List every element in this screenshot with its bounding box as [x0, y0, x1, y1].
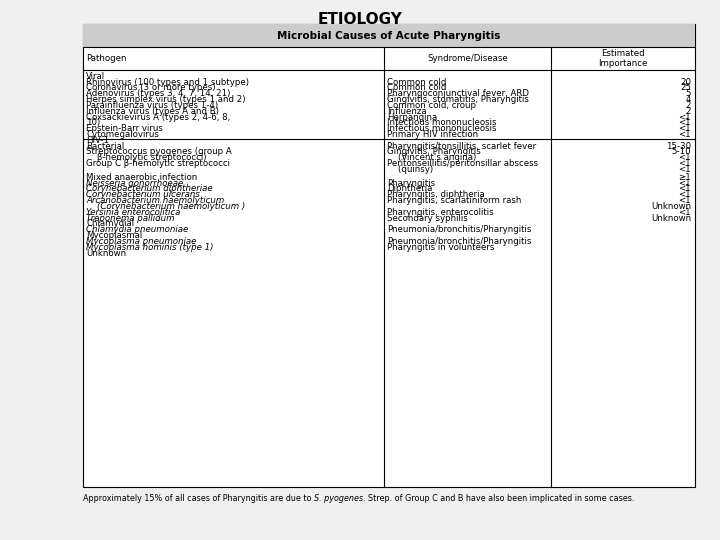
Text: 15-30: 15-30 — [666, 141, 691, 151]
Text: <1: <1 — [678, 185, 691, 193]
Text: 5: 5 — [685, 89, 691, 98]
Text: Coronavirus (3 or more types): Coronavirus (3 or more types) — [86, 84, 216, 92]
Text: Mycoplasma hominis (type 1): Mycoplasma hominis (type 1) — [86, 243, 214, 252]
Text: 2: 2 — [685, 107, 691, 116]
Text: Microbial Causes of Acute Pharyngitis: Microbial Causes of Acute Pharyngitis — [277, 31, 500, 40]
Text: Epstein-Barr virus: Epstein-Barr virus — [86, 124, 163, 133]
Text: Coxsackievirus A (types 2, 4-6, 8,: Coxsackievirus A (types 2, 4-6, 8, — [86, 113, 230, 122]
Text: <1: <1 — [678, 118, 691, 127]
Text: Unknown: Unknown — [651, 202, 691, 211]
Text: Influenza: Influenza — [387, 107, 427, 116]
Text: Primary HIV infection: Primary HIV infection — [387, 130, 479, 139]
Text: Cytomegalovirus: Cytomegalovirus — [86, 130, 159, 139]
Text: (quinsy): (quinsy) — [387, 165, 433, 174]
Text: Pharyngoconjunctival fever, ARD: Pharyngoconjunctival fever, ARD — [387, 89, 529, 98]
Text: Pneumonia/bronchitis/Pharyngitis: Pneumonia/bronchitis/Pharyngitis — [387, 237, 532, 246]
Text: Approximately 15% of all cases of Pharyngitis are due to: Approximately 15% of all cases of Pharyn… — [83, 494, 314, 503]
Text: Pharyngitis, scarlatiniform rash: Pharyngitis, scarlatiniform rash — [387, 196, 522, 205]
Text: Yersinia enterocolitica: Yersinia enterocolitica — [86, 208, 181, 217]
Text: 4: 4 — [685, 95, 691, 104]
Text: Estimated
Importance: Estimated Importance — [598, 49, 647, 68]
Text: Peritonseillitis/peritonsillar abscess: Peritonseillitis/peritonsillar abscess — [387, 159, 539, 168]
Text: Chlamydia pneumoniae: Chlamydia pneumoniae — [86, 225, 189, 234]
Text: <1: <1 — [678, 153, 691, 163]
Text: Corynebacterium diphtheriae: Corynebacterium diphtheriae — [86, 185, 213, 193]
Text: Diphtheria: Diphtheria — [387, 185, 433, 193]
Text: Gingivitis, Pharyngitis: Gingivitis, Pharyngitis — [387, 147, 481, 157]
Text: Mixed anaerobic infection: Mixed anaerobic infection — [86, 173, 198, 182]
Text: <1: <1 — [678, 124, 691, 133]
Text: Pharyngitis/tonsillitis, scarlet fever: Pharyngitis/tonsillitis, scarlet fever — [387, 141, 536, 151]
Text: Common cold: Common cold — [387, 84, 446, 92]
Text: Viral: Viral — [86, 72, 106, 81]
Text: <1: <1 — [678, 208, 691, 217]
Text: Infectious mononucleosis: Infectious mononucleosis — [387, 118, 497, 127]
Text: Secondary syphilis: Secondary syphilis — [387, 214, 468, 222]
Text: Infectious mononucleosis: Infectious mononucleosis — [387, 124, 497, 133]
Text: 20: 20 — [680, 78, 691, 86]
Text: 2: 2 — [685, 101, 691, 110]
Text: 25: 25 — [680, 84, 691, 92]
Text: Pathogen: Pathogen — [86, 54, 127, 63]
Text: ≥1: ≥1 — [678, 173, 691, 182]
Text: Gingivitis, stomatitis, Pharyngitis: Gingivitis, stomatitis, Pharyngitis — [387, 95, 529, 104]
Text: 10): 10) — [86, 118, 101, 127]
Text: Parainfluenza virus (types 1-4): Parainfluenza virus (types 1-4) — [86, 101, 219, 110]
Text: Herpes simplex virus (types 1 and 2): Herpes simplex virus (types 1 and 2) — [86, 95, 246, 104]
Text: Treponema pallidum: Treponema pallidum — [86, 214, 175, 222]
Text: Rhinovirus (100 types and 1 subtype): Rhinovirus (100 types and 1 subtype) — [86, 78, 249, 86]
Text: Neisseria gonorrhoeae: Neisseria gonorrhoeae — [86, 179, 184, 188]
Text: <1: <1 — [678, 113, 691, 122]
Text: S. pyogenes: S. pyogenes — [314, 494, 363, 503]
Text: <1: <1 — [678, 196, 691, 205]
Text: Group C β-hemolytic streptococci: Group C β-hemolytic streptococci — [86, 159, 230, 168]
Text: Herpangina: Herpangina — [387, 113, 438, 122]
Text: . Strep. of Group C and B have also been implicated in some cases.: . Strep. of Group C and B have also been… — [363, 494, 634, 503]
Text: Mycoplasmal: Mycoplasmal — [86, 231, 143, 240]
Text: Common cold, croup: Common cold, croup — [387, 101, 477, 110]
Text: 5-10: 5-10 — [672, 147, 691, 157]
Text: HIV-1: HIV-1 — [86, 136, 109, 145]
Text: <1: <1 — [678, 190, 691, 199]
Text: Unknown: Unknown — [651, 214, 691, 222]
Text: Bacterial: Bacterial — [86, 141, 125, 151]
Text: Streptococcus pyogenes (group A: Streptococcus pyogenes (group A — [86, 147, 232, 157]
Text: ETIOLOGY: ETIOLOGY — [318, 12, 402, 27]
Text: Common cold: Common cold — [387, 78, 446, 86]
Text: Influenza virus (types A and B): Influenza virus (types A and B) — [86, 107, 220, 116]
Text: <1: <1 — [678, 159, 691, 168]
Text: Pharyngitis in volunteers: Pharyngitis in volunteers — [387, 243, 495, 252]
Text: <1: <1 — [678, 130, 691, 139]
Text: Chlamydial: Chlamydial — [86, 219, 135, 228]
Text: Adenovirus (types 3, 4, 7, 14, 21): Adenovirus (types 3, 4, 7, 14, 21) — [86, 89, 231, 98]
Text: (Corynebacterium haemolyticum ): (Corynebacterium haemolyticum ) — [86, 202, 246, 211]
Text: Pharyngitis, diphtheria: Pharyngitis, diphtheria — [387, 190, 485, 199]
Text: Pneumonia/bronchitis/Pharyngitis: Pneumonia/bronchitis/Pharyngitis — [387, 225, 532, 234]
Text: (Vincent's angina): (Vincent's angina) — [387, 153, 477, 163]
Text: Syndrome/Disease: Syndrome/Disease — [427, 54, 508, 63]
Text: <1: <1 — [678, 165, 691, 174]
Text: β-hemolytic streptococci): β-hemolytic streptococci) — [86, 153, 207, 163]
Text: Pharyngitis, enterocolitis: Pharyngitis, enterocolitis — [387, 208, 494, 217]
Text: Unknown: Unknown — [86, 248, 127, 258]
Text: Arcanobacterium haemolyticum: Arcanobacterium haemolyticum — [86, 196, 225, 205]
Text: Pharyngitis: Pharyngitis — [387, 179, 436, 188]
Text: Corynebacterium ulcerans: Corynebacterium ulcerans — [86, 190, 200, 199]
Text: <1: <1 — [678, 179, 691, 188]
Text: Mycoplasma pneumoniae: Mycoplasma pneumoniae — [86, 237, 197, 246]
